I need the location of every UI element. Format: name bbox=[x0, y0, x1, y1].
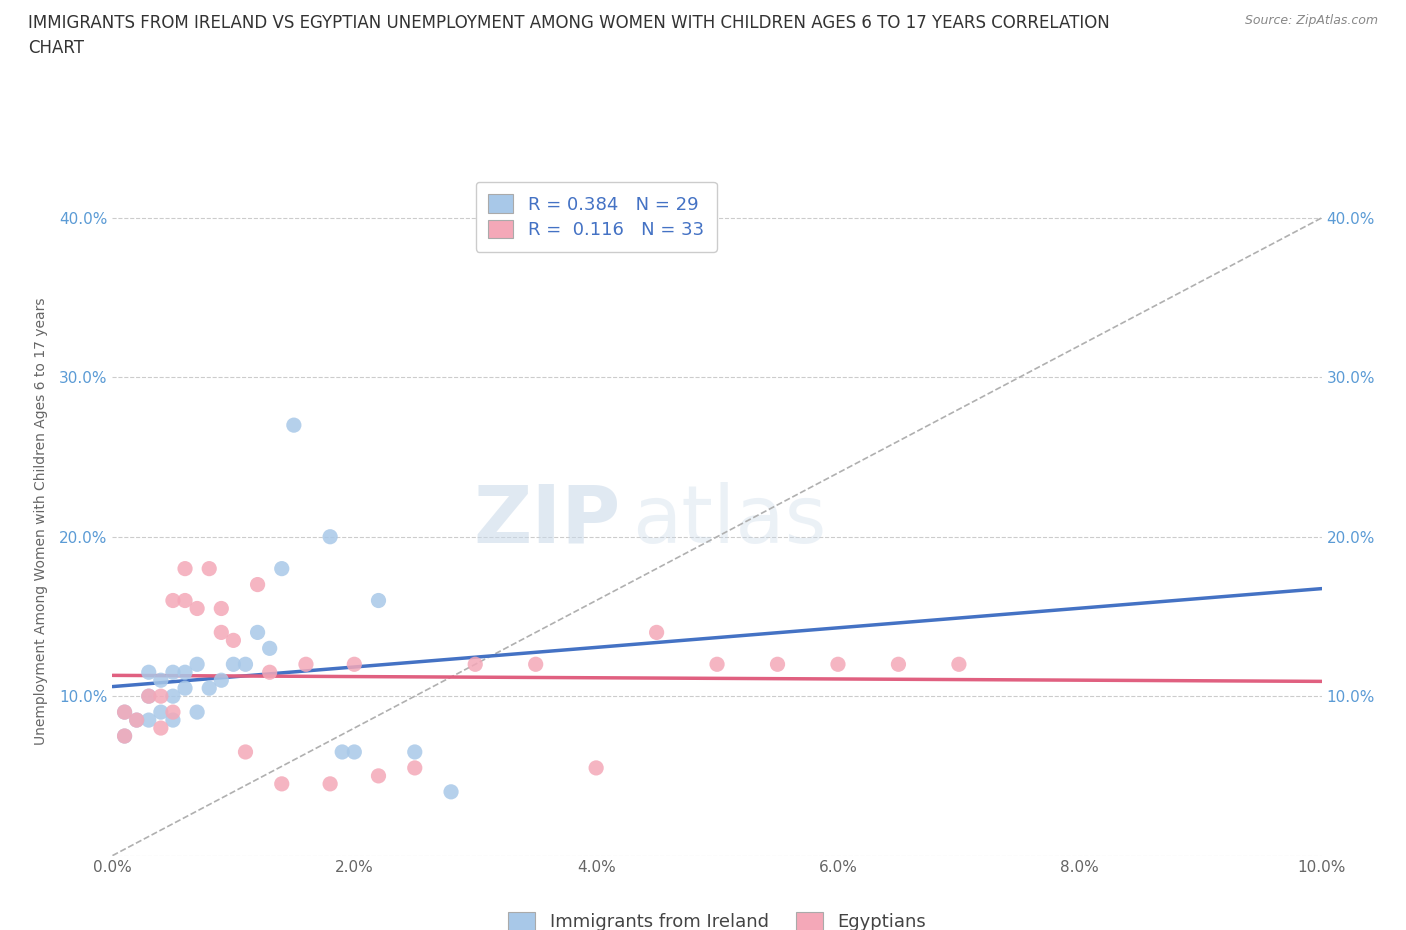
Point bbox=[404, 745, 426, 760]
Point bbox=[174, 561, 197, 576]
Point bbox=[138, 689, 160, 704]
Point bbox=[295, 657, 318, 671]
Point bbox=[149, 721, 172, 736]
Point bbox=[209, 672, 232, 687]
Point bbox=[367, 768, 389, 783]
Point bbox=[464, 657, 486, 671]
Point bbox=[138, 665, 160, 680]
Point bbox=[270, 561, 292, 576]
Point bbox=[235, 657, 257, 671]
Point bbox=[114, 728, 136, 743]
Point bbox=[186, 705, 208, 720]
Point bbox=[138, 689, 160, 704]
Point bbox=[706, 657, 728, 671]
Y-axis label: Unemployment Among Women with Children Ages 6 to 17 years: Unemployment Among Women with Children A… bbox=[34, 297, 48, 745]
Point bbox=[440, 784, 463, 799]
Point bbox=[149, 672, 172, 687]
Point bbox=[766, 657, 789, 671]
Point bbox=[174, 681, 197, 696]
Point bbox=[162, 665, 184, 680]
Point bbox=[887, 657, 910, 671]
Point bbox=[330, 745, 353, 760]
Point bbox=[283, 418, 305, 432]
Point bbox=[246, 625, 269, 640]
Point bbox=[186, 601, 208, 616]
Point bbox=[246, 578, 269, 592]
Point bbox=[948, 657, 970, 671]
Point bbox=[827, 657, 849, 671]
Point bbox=[319, 777, 342, 791]
Point bbox=[319, 529, 342, 544]
Point bbox=[259, 665, 281, 680]
Point bbox=[259, 641, 281, 656]
Point bbox=[149, 705, 172, 720]
Point bbox=[114, 705, 136, 720]
Point bbox=[114, 728, 136, 743]
Point bbox=[149, 689, 172, 704]
Point bbox=[222, 657, 245, 671]
Point bbox=[209, 625, 232, 640]
Text: IMMIGRANTS FROM IRELAND VS EGYPTIAN UNEMPLOYMENT AMONG WOMEN WITH CHILDREN AGES : IMMIGRANTS FROM IRELAND VS EGYPTIAN UNEM… bbox=[28, 14, 1109, 32]
Text: atlas: atlas bbox=[633, 482, 827, 560]
Point bbox=[162, 593, 184, 608]
Point bbox=[138, 712, 160, 727]
Point bbox=[524, 657, 547, 671]
Point bbox=[198, 561, 221, 576]
Point bbox=[404, 761, 426, 776]
Point bbox=[125, 712, 148, 727]
Point bbox=[114, 705, 136, 720]
Point bbox=[125, 712, 148, 727]
Point bbox=[645, 625, 668, 640]
Text: Source: ZipAtlas.com: Source: ZipAtlas.com bbox=[1244, 14, 1378, 27]
Point bbox=[174, 665, 197, 680]
Point bbox=[162, 705, 184, 720]
Point bbox=[270, 777, 292, 791]
Text: CHART: CHART bbox=[28, 39, 84, 57]
Point bbox=[162, 689, 184, 704]
Point bbox=[174, 593, 197, 608]
Point bbox=[235, 745, 257, 760]
Point bbox=[209, 601, 232, 616]
Point bbox=[186, 657, 208, 671]
Legend: Immigrants from Ireland, Egyptians: Immigrants from Ireland, Egyptians bbox=[501, 905, 934, 930]
Point bbox=[367, 593, 389, 608]
Point bbox=[343, 657, 366, 671]
Point bbox=[343, 745, 366, 760]
Point bbox=[198, 681, 221, 696]
Text: ZIP: ZIP bbox=[472, 482, 620, 560]
Point bbox=[162, 712, 184, 727]
Point bbox=[585, 761, 607, 776]
Point bbox=[222, 633, 245, 648]
